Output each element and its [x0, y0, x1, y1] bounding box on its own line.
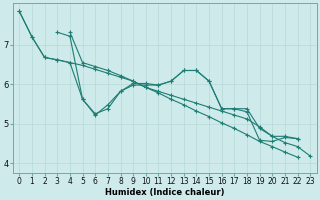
X-axis label: Humidex (Indice chaleur): Humidex (Indice chaleur) — [105, 188, 225, 197]
